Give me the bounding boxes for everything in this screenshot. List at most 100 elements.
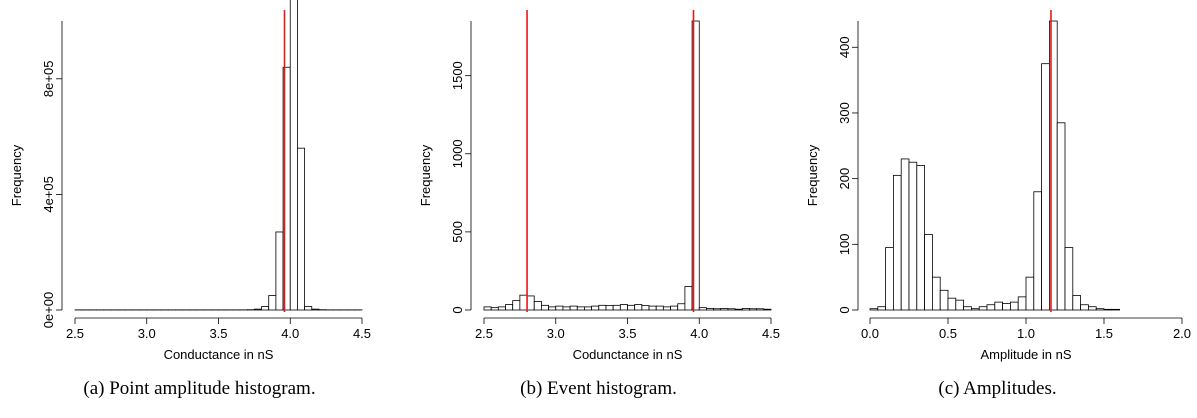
caption-c: (c) Amplitudes.: [938, 378, 1057, 399]
histogram-bar: [612, 304, 621, 311]
histogram-bar: [490, 307, 499, 311]
histogram-bar: [1017, 296, 1027, 311]
panel-amplitudes: 0.0 0.5 1.0 1.5 2.0 Amplitude in nS 0 100 200 300…: [798, 0, 1197, 418]
histogram-bar: [1095, 308, 1105, 311]
x-tick-label: 3.5: [209, 326, 227, 341]
histogram-bar: [261, 306, 270, 311]
histogram-bar: [1080, 304, 1089, 311]
x-axis: 2.5 3.0 3.5 4.0 4.5 Conductance in nS: [66, 317, 371, 362]
x-tick-label: 4.0: [690, 326, 708, 341]
histogram-bars: [483, 20, 772, 311]
histogram-bar: [526, 295, 535, 311]
histogram-bar: [963, 306, 972, 311]
x-axis: 0.0 0.5 1.0 1.5 2.0 Amplitude in nS: [861, 317, 1191, 362]
histogram-bar: [627, 304, 636, 311]
histogram-bar: [519, 294, 528, 311]
histogram-bar: [720, 308, 729, 311]
histogram-bar: [591, 305, 600, 311]
histogram-bar: [741, 308, 750, 311]
histogram-bar: [1064, 247, 1074, 311]
histogram-bar: [268, 295, 277, 311]
x-axis-label: Amplitude in nS: [980, 347, 1071, 362]
caption-b: (b) Event histogram.: [520, 378, 677, 399]
histogram-bar: [1111, 308, 1120, 311]
histogram-bar: [1087, 306, 1097, 311]
histogram-bar: [311, 308, 320, 311]
histogram-bar: [691, 20, 700, 311]
histogram-bar: [955, 299, 965, 311]
histogram-bar: [869, 308, 879, 311]
x-tick-label: 1.0: [1017, 326, 1035, 341]
histogram-bar: [947, 297, 957, 311]
histogram-bar: [533, 301, 542, 311]
chart-point-amplitude-histogram: 2.5 3.0 3.5 4.0 4.5 Conductance in nS 0e+00 4e+…: [9, 0, 371, 362]
caption-a: (a) Point amplitude histogram.: [83, 378, 316, 399]
histogram-bar: [939, 289, 949, 311]
histogram-bar: [900, 158, 910, 311]
x-axis-label: Codunctance in nS: [573, 347, 683, 362]
y-tick-label: 200: [837, 168, 852, 190]
histogram-bar: [634, 304, 643, 311]
y-tick-label: 8e+05: [41, 61, 56, 98]
histogram-bar: [289, 0, 298, 311]
histogram-bar: [505, 304, 514, 311]
histogram-bar: [684, 286, 693, 311]
histogram-bar: [749, 308, 758, 311]
histogram-bar: [908, 161, 918, 311]
y-axis-label: Frequency: [9, 144, 24, 206]
histogram-bar: [698, 307, 707, 311]
chart-amplitudes: 0.0 0.5 1.0 1.5 2.0 Amplitude in nS 0 100 200 300…: [805, 10, 1191, 362]
panel-point-amplitude-histogram: 2.5 3.0 3.5 4.0 4.5 Conductance in nS 0e+00 4e+…: [0, 0, 399, 418]
y-tick-label: 1500: [450, 61, 465, 90]
histogram-bar: [605, 305, 614, 311]
x-axis-label: Conductance in nS: [164, 347, 274, 362]
histogram-bar: [924, 234, 933, 311]
histogram-bar: [713, 308, 722, 311]
panel-event-histogram: 2.5 3.0 3.5 4.0 4.5 Codunctance in nS 0 500 1000…: [399, 0, 798, 418]
x-tick-label: 1.5: [1095, 326, 1113, 341]
y-tick-label: 4e+05: [41, 176, 56, 213]
histogram-bar: [734, 308, 743, 311]
histogram-bar: [1009, 301, 1019, 311]
histogram-bar: [1041, 63, 1050, 311]
histogram-bar: [540, 304, 549, 311]
y-axis-label: Frequency: [805, 144, 820, 206]
histogram-bar: [641, 305, 650, 311]
y-axis: 0 500 1000 1500 Frequency: [418, 21, 472, 314]
histogram-bar: [893, 174, 902, 311]
histogram-bar: [662, 306, 671, 311]
histogram-bar: [1072, 295, 1081, 311]
histogram-bar: [1103, 308, 1113, 311]
histogram-bar: [1025, 276, 1035, 311]
histogram-bar: [655, 305, 664, 311]
histogram-bar: [297, 147, 305, 311]
histogram-bar: [619, 304, 628, 311]
histogram-bar: [555, 305, 564, 311]
histogram-bar: [885, 247, 894, 311]
histogram-bar: [1056, 122, 1066, 311]
histogram-bar: [569, 305, 578, 311]
histogram-bar: [677, 303, 686, 311]
x-tick-label: 0.5: [939, 326, 957, 341]
histogram-bar: [253, 308, 262, 311]
histogram-bar: [756, 308, 765, 311]
chart-event-histogram: 2.5 3.0 3.5 4.0 4.5 Codunctance in nS 0 500 1000…: [418, 10, 780, 362]
histogram-bar: [275, 231, 284, 311]
y-tick-label: 500: [450, 221, 465, 243]
x-tick-label: 3.0: [138, 326, 156, 341]
y-axis: 0e+00 4e+05 8e+05 Frequency: [9, 21, 63, 329]
histogram-bar: [994, 301, 1004, 311]
histogram-bar: [1002, 303, 1011, 311]
histogram-bar: [497, 306, 506, 311]
histogram-bar: [931, 276, 941, 311]
y-tick-label: 100: [837, 233, 852, 255]
histogram-bar: [304, 306, 313, 311]
y-tick-label: 0: [450, 306, 465, 313]
histogram-bar: [584, 306, 593, 311]
x-tick-label: 0.0: [861, 326, 879, 341]
histogram-bar: [512, 300, 521, 311]
histogram-bar: [877, 306, 887, 311]
y-axis-label: Frequency: [418, 144, 433, 206]
y-tick-label: 0e+00: [41, 292, 56, 329]
y-axis: 0 100 200 300 400 Frequency: [805, 21, 859, 314]
